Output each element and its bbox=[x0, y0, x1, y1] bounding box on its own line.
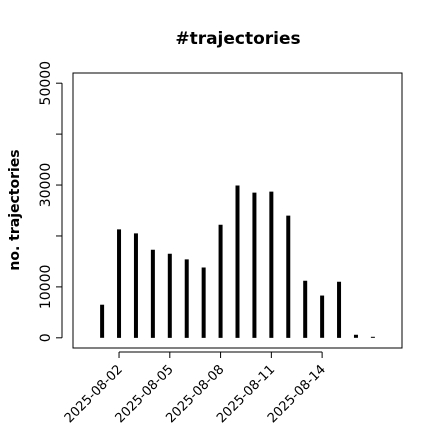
chart-title: #trajectories bbox=[175, 29, 300, 49]
y-tick-label: 30000 bbox=[38, 163, 54, 208]
y-tick-label: 0 bbox=[38, 333, 54, 342]
y-tick-label: 10000 bbox=[38, 265, 54, 310]
plot-box bbox=[72, 72, 403, 349]
y-tick-label: 50000 bbox=[38, 61, 54, 106]
y-axis-label: no. trajectories bbox=[7, 149, 23, 270]
